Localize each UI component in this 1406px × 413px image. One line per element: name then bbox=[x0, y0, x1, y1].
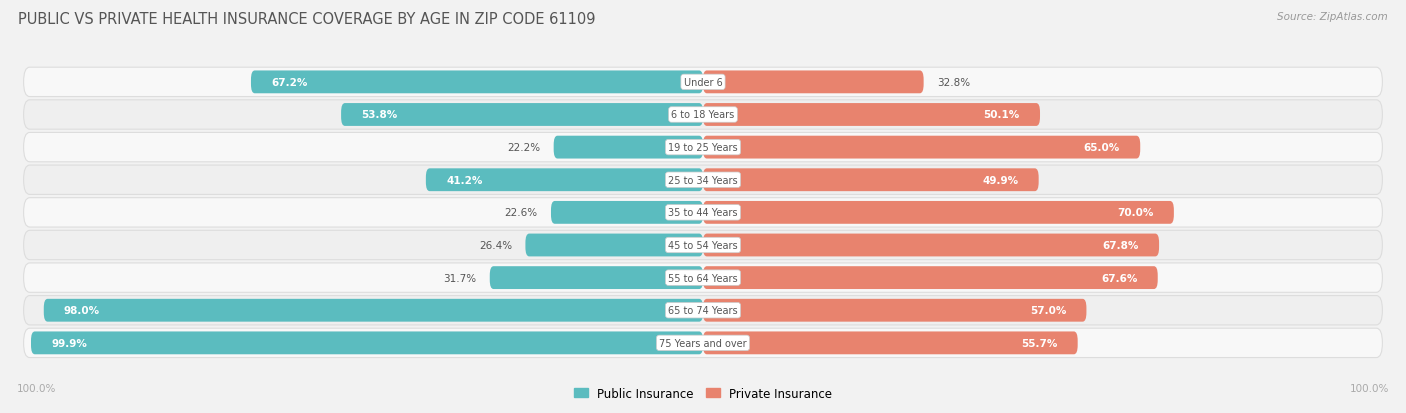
Text: 19 to 25 Years: 19 to 25 Years bbox=[668, 143, 738, 153]
FancyBboxPatch shape bbox=[703, 266, 1157, 290]
Text: 41.2%: 41.2% bbox=[446, 175, 482, 185]
Text: 98.0%: 98.0% bbox=[63, 306, 100, 316]
FancyBboxPatch shape bbox=[703, 169, 1039, 192]
Text: 99.9%: 99.9% bbox=[51, 338, 87, 348]
Legend: Public Insurance, Private Insurance: Public Insurance, Private Insurance bbox=[569, 382, 837, 404]
Text: 57.0%: 57.0% bbox=[1029, 306, 1066, 316]
Text: 50.1%: 50.1% bbox=[984, 110, 1019, 120]
FancyBboxPatch shape bbox=[342, 104, 703, 127]
FancyBboxPatch shape bbox=[426, 169, 703, 192]
Text: 75 Years and over: 75 Years and over bbox=[659, 338, 747, 348]
Text: 49.9%: 49.9% bbox=[983, 175, 1018, 185]
FancyBboxPatch shape bbox=[703, 202, 1174, 224]
FancyBboxPatch shape bbox=[24, 198, 1382, 228]
Text: 67.2%: 67.2% bbox=[271, 78, 308, 88]
Text: 26.4%: 26.4% bbox=[479, 240, 512, 250]
FancyBboxPatch shape bbox=[24, 263, 1382, 292]
Text: 67.8%: 67.8% bbox=[1102, 240, 1139, 250]
Text: 32.8%: 32.8% bbox=[936, 78, 970, 88]
FancyBboxPatch shape bbox=[24, 231, 1382, 260]
Text: 55 to 64 Years: 55 to 64 Years bbox=[668, 273, 738, 283]
Text: Source: ZipAtlas.com: Source: ZipAtlas.com bbox=[1277, 12, 1388, 22]
FancyBboxPatch shape bbox=[554, 136, 703, 159]
FancyBboxPatch shape bbox=[31, 332, 703, 354]
Text: 6 to 18 Years: 6 to 18 Years bbox=[672, 110, 734, 120]
Text: 65 to 74 Years: 65 to 74 Years bbox=[668, 306, 738, 316]
Text: 67.6%: 67.6% bbox=[1101, 273, 1137, 283]
Text: 45 to 54 Years: 45 to 54 Years bbox=[668, 240, 738, 250]
Text: PUBLIC VS PRIVATE HEALTH INSURANCE COVERAGE BY AGE IN ZIP CODE 61109: PUBLIC VS PRIVATE HEALTH INSURANCE COVER… bbox=[18, 12, 596, 27]
FancyBboxPatch shape bbox=[703, 104, 1040, 127]
Text: 70.0%: 70.0% bbox=[1118, 208, 1154, 218]
FancyBboxPatch shape bbox=[44, 299, 703, 322]
Text: 22.2%: 22.2% bbox=[508, 143, 540, 153]
FancyBboxPatch shape bbox=[24, 101, 1382, 130]
FancyBboxPatch shape bbox=[703, 299, 1087, 322]
FancyBboxPatch shape bbox=[703, 71, 924, 94]
Text: 100.0%: 100.0% bbox=[17, 383, 56, 393]
FancyBboxPatch shape bbox=[703, 332, 1077, 354]
FancyBboxPatch shape bbox=[526, 234, 703, 257]
Text: 31.7%: 31.7% bbox=[443, 273, 477, 283]
FancyBboxPatch shape bbox=[551, 202, 703, 224]
FancyBboxPatch shape bbox=[703, 136, 1140, 159]
Text: Under 6: Under 6 bbox=[683, 78, 723, 88]
FancyBboxPatch shape bbox=[703, 234, 1159, 257]
FancyBboxPatch shape bbox=[489, 266, 703, 290]
FancyBboxPatch shape bbox=[24, 328, 1382, 358]
Text: 25 to 34 Years: 25 to 34 Years bbox=[668, 175, 738, 185]
Text: 53.8%: 53.8% bbox=[361, 110, 398, 120]
Text: 65.0%: 65.0% bbox=[1084, 143, 1121, 153]
Text: 22.6%: 22.6% bbox=[505, 208, 537, 218]
FancyBboxPatch shape bbox=[24, 296, 1382, 325]
Text: 100.0%: 100.0% bbox=[1350, 383, 1389, 393]
FancyBboxPatch shape bbox=[24, 166, 1382, 195]
FancyBboxPatch shape bbox=[250, 71, 703, 94]
FancyBboxPatch shape bbox=[24, 133, 1382, 162]
FancyBboxPatch shape bbox=[24, 68, 1382, 97]
Text: 55.7%: 55.7% bbox=[1021, 338, 1057, 348]
Text: 35 to 44 Years: 35 to 44 Years bbox=[668, 208, 738, 218]
